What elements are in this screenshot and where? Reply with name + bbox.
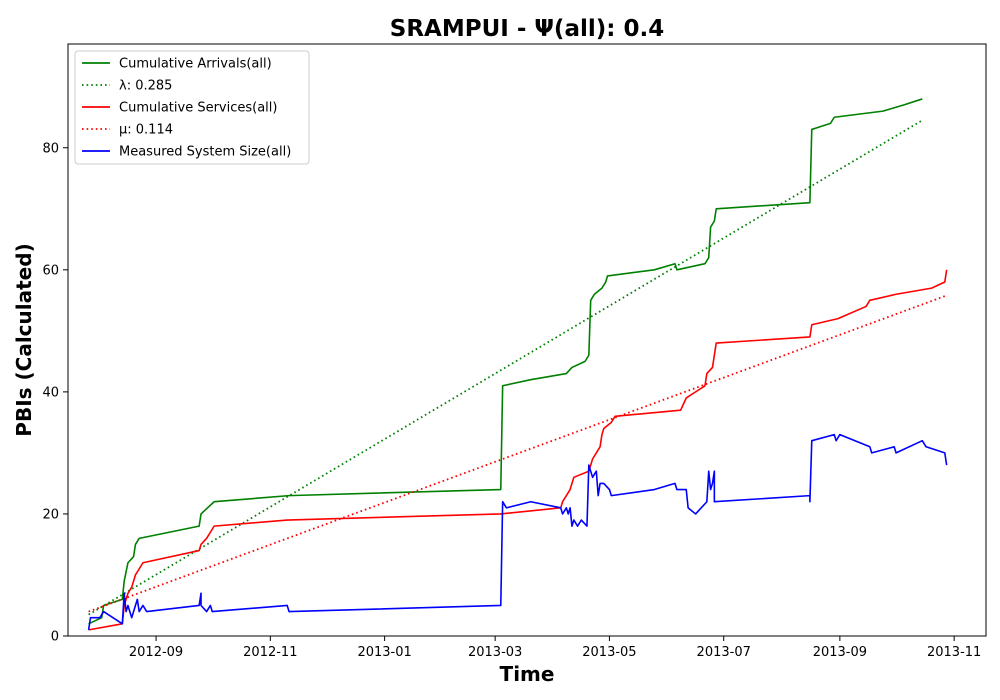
series-line-0-285 bbox=[88, 119, 923, 616]
x-tick-label: 2012-11 bbox=[243, 645, 297, 660]
y-tick-label: 0 bbox=[51, 630, 59, 645]
y-ticks: 0 20 40 60 80 bbox=[42, 141, 68, 645]
x-tick-label: 2013-07 bbox=[697, 645, 751, 660]
x-tick-label: 2013-11 bbox=[927, 645, 981, 660]
legend: Cumulative Arrivals(all) λ: 0.285 Cumulati… bbox=[74, 50, 310, 165]
legend-label: Measured System Size(all) bbox=[119, 145, 291, 160]
x-axis-label: Time bbox=[500, 662, 555, 686]
x-tick-label: 2013-09 bbox=[813, 645, 867, 660]
y-tick-label: 40 bbox=[42, 385, 59, 400]
y-tick-label: 60 bbox=[42, 263, 59, 278]
series-line-measured-system-size-all bbox=[87, 433, 948, 631]
x-ticks: 2012-09 2012-11 2013-01 2013-03 2013-05 2013-… bbox=[129, 636, 981, 660]
series-layer bbox=[87, 98, 948, 631]
y-tick-label: 20 bbox=[42, 507, 59, 522]
y-axis-label: PBIs (Calculated) bbox=[12, 243, 36, 436]
legend-box bbox=[74, 50, 310, 165]
legend-label: Cumulative Services(all) bbox=[119, 101, 277, 116]
legend-label: λ: 0.285 bbox=[119, 79, 172, 94]
legend-label: Cumulative Arrivals(all) bbox=[119, 57, 272, 72]
x-tick-label: 2013-05 bbox=[582, 645, 636, 660]
chart-title: SRAMPUI - Ψ(all): 0.4 bbox=[390, 16, 664, 42]
x-tick-label: 2012-09 bbox=[129, 645, 183, 660]
series-line-cumulative-services-all bbox=[88, 269, 948, 631]
series-line-0-114 bbox=[88, 294, 947, 613]
legend-label: μ: 0.114 bbox=[119, 123, 173, 138]
plot-area: 2012-09 2012-11 2013-01 2013-03 2013-05 2013-… bbox=[42, 43, 987, 660]
x-tick-label: 2013-01 bbox=[357, 645, 411, 660]
y-tick-label: 80 bbox=[42, 141, 59, 156]
series-line-cumulative-arrivals-all bbox=[88, 98, 923, 625]
plot-frame bbox=[67, 43, 987, 637]
x-tick-label: 2013-03 bbox=[468, 645, 522, 660]
